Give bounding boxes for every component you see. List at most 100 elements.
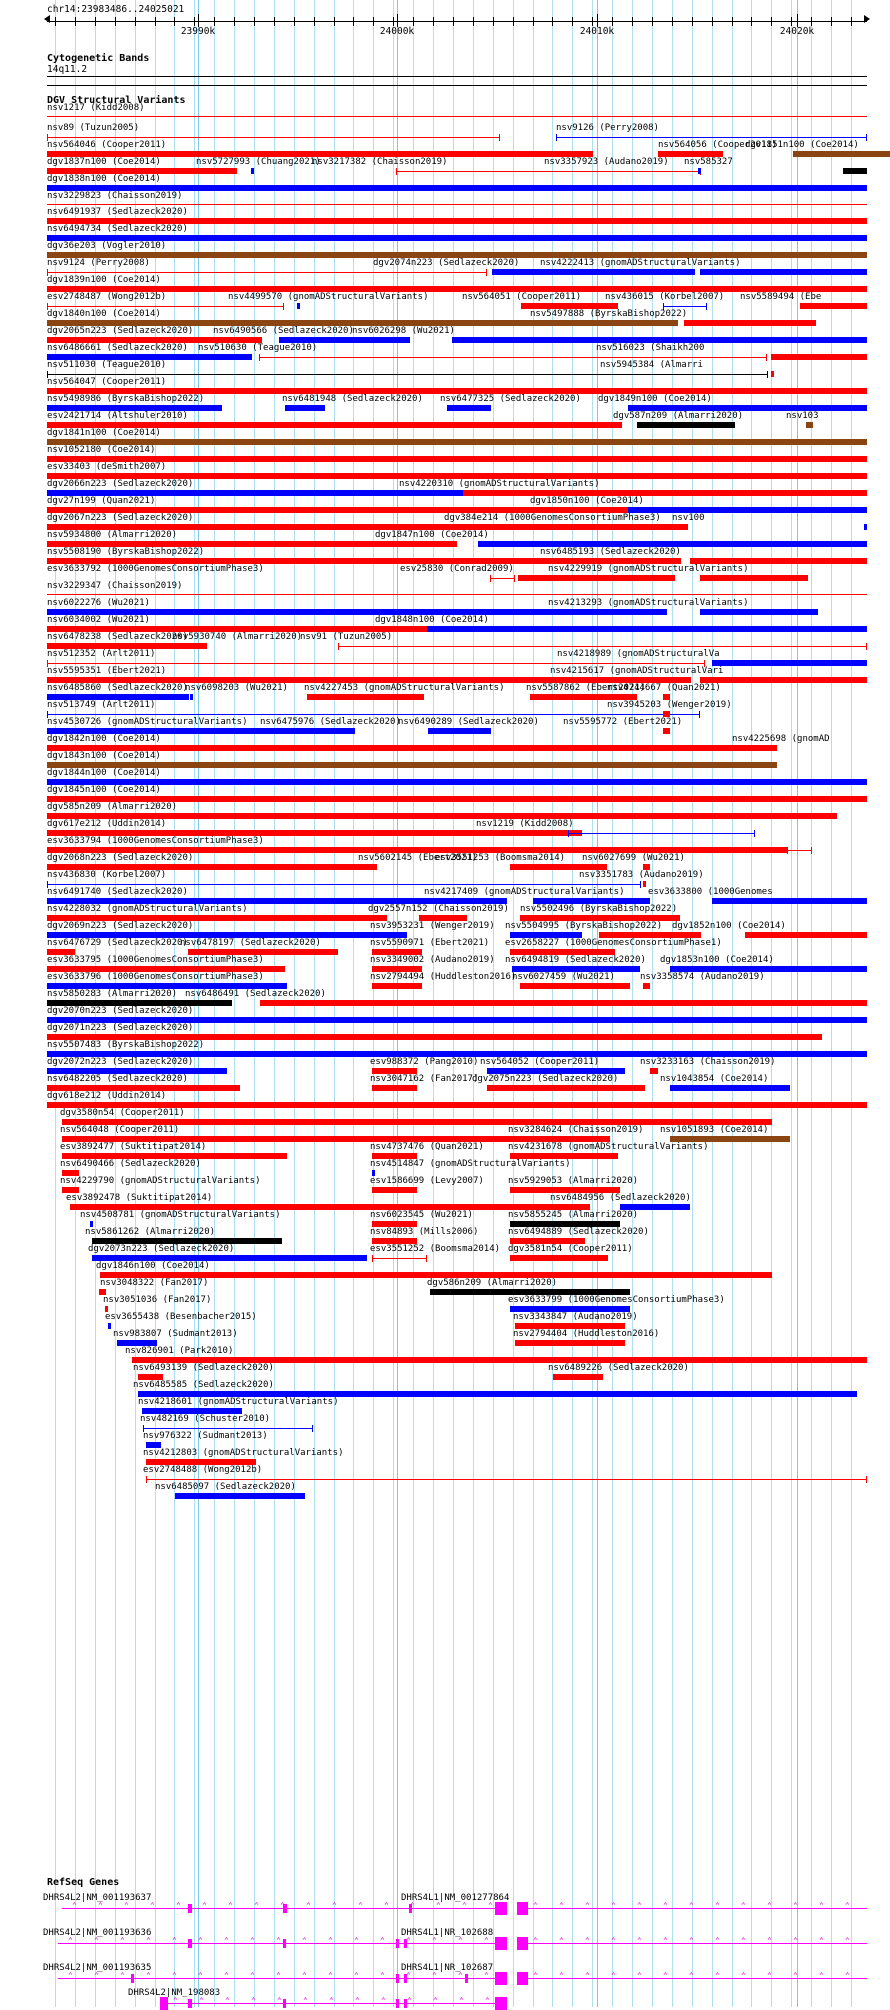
variant-bar[interactable] bbox=[670, 1136, 790, 1142]
gene-exon[interactable] bbox=[188, 1999, 192, 2008]
variant-bar[interactable] bbox=[372, 1170, 375, 1176]
gene-row[interactable]: DHRS4L2|NM_001193635 ⌃ ⌃ ⌃ ⌃ ⌃ ⌃ ⌃ ⌃ ⌃ ⌃ ⌃ ⌃ ⌃ ⌃ ⌃ ⌃ ⌃ bbox=[0, 1963, 890, 1985]
gene-exon[interactable] bbox=[160, 1997, 168, 2010]
variant-bar[interactable] bbox=[712, 660, 867, 666]
gene-exon[interactable] bbox=[404, 1999, 407, 2008]
variant-span[interactable] bbox=[47, 303, 284, 310]
variant-bar[interactable] bbox=[47, 558, 681, 564]
variant-bar[interactable] bbox=[62, 1119, 772, 1125]
variant-span[interactable] bbox=[143, 1425, 313, 1432]
variant-bar[interactable] bbox=[47, 354, 252, 360]
variant-bar[interactable] bbox=[47, 626, 454, 632]
variant-bar[interactable] bbox=[47, 185, 867, 191]
gene-exon[interactable] bbox=[495, 1902, 507, 1915]
variant-bar[interactable] bbox=[47, 594, 867, 595]
variant-bar[interactable] bbox=[47, 1068, 227, 1074]
variant-bar[interactable] bbox=[47, 151, 593, 157]
variant-bar[interactable] bbox=[530, 694, 637, 700]
variant-bar[interactable] bbox=[372, 1238, 417, 1244]
variant-bar[interactable] bbox=[360, 864, 369, 870]
variant-bar[interactable] bbox=[47, 507, 677, 513]
variant-bar[interactable] bbox=[47, 728, 295, 734]
gene-exon[interactable] bbox=[495, 1997, 507, 2010]
gene-exon[interactable] bbox=[517, 1902, 528, 1915]
variant-bar[interactable] bbox=[90, 1221, 93, 1227]
variant-bar[interactable] bbox=[279, 337, 410, 343]
variant-bar[interactable] bbox=[47, 1085, 240, 1091]
variant-bar[interactable] bbox=[670, 966, 867, 972]
gene-exon[interactable] bbox=[495, 1937, 507, 1950]
variant-bar[interactable] bbox=[700, 575, 808, 581]
variant-bar[interactable] bbox=[62, 1136, 552, 1142]
variant-bar[interactable] bbox=[47, 813, 837, 819]
variant-bar[interactable] bbox=[47, 541, 457, 547]
variant-bar[interactable] bbox=[188, 949, 338, 955]
variant-bar[interactable] bbox=[487, 1068, 625, 1074]
gene-exon[interactable] bbox=[404, 1939, 407, 1948]
variant-bar[interactable] bbox=[47, 168, 237, 174]
variant-bar[interactable] bbox=[510, 864, 607, 870]
variant-bar[interactable] bbox=[47, 677, 691, 683]
variant-bar[interactable] bbox=[142, 1408, 242, 1414]
variant-bar[interactable] bbox=[510, 1136, 610, 1142]
variant-bar[interactable] bbox=[62, 1187, 79, 1193]
variant-bar[interactable] bbox=[533, 898, 650, 904]
variant-bar[interactable] bbox=[47, 694, 189, 700]
variant-bar[interactable] bbox=[806, 422, 813, 428]
variant-span[interactable] bbox=[259, 354, 767, 361]
variant-bar[interactable] bbox=[771, 371, 774, 377]
variant-bar[interactable] bbox=[146, 1442, 161, 1448]
gene-row[interactable]: DHRS4L1|NR_102687 ⌃ ⌃ ⌃ ⌃ ⌃ ⌃ ⌃ ⌃ ⌃ ⌃ ⌃ ⌃ ⌃ bbox=[0, 1963, 890, 1985]
gene-exon[interactable] bbox=[131, 1974, 134, 1983]
variant-bar[interactable] bbox=[372, 1068, 417, 1074]
variant-span[interactable] bbox=[47, 881, 641, 888]
variant-bar[interactable] bbox=[62, 1170, 79, 1176]
variant-bar[interactable] bbox=[47, 915, 387, 921]
variant-span[interactable] bbox=[47, 134, 500, 141]
variant-bar[interactable] bbox=[47, 932, 407, 938]
gene-exon[interactable] bbox=[396, 1974, 399, 1983]
variant-bar[interactable] bbox=[510, 1255, 608, 1261]
gene-row[interactable]: DHRS4L2|NM_001193636 ⌃ ⌃ ⌃ ⌃ ⌃ ⌃ ⌃ ⌃ ⌃ ⌃ ⌃ ⌃ ⌃ ⌃ ⌃ ⌃ ⌃ bbox=[0, 1928, 890, 1950]
variant-span[interactable] bbox=[490, 575, 515, 582]
variant-bar[interactable] bbox=[47, 337, 262, 343]
variant-bar[interactable] bbox=[419, 915, 467, 921]
variant-bar[interactable] bbox=[430, 1289, 630, 1295]
variant-bar[interactable] bbox=[515, 1323, 625, 1329]
variant-bar[interactable] bbox=[47, 388, 867, 394]
variant-bar[interactable] bbox=[47, 745, 777, 751]
variant-bar[interactable] bbox=[47, 439, 867, 445]
gene-row[interactable]: DHRS4L1|NM_001277864 ⌃ ⌃ ⌃ ⌃ ⌃ ⌃ ⌃ ⌃ ⌃ ⌃ ⌃ ⌃ ⌃ bbox=[0, 1893, 890, 1915]
variant-bar[interactable] bbox=[643, 864, 650, 870]
variant-bar[interactable] bbox=[698, 168, 701, 174]
variant-span[interactable] bbox=[47, 711, 700, 718]
gene-exon[interactable] bbox=[517, 1972, 528, 1985]
variant-span[interactable] bbox=[556, 134, 867, 141]
variant-span[interactable] bbox=[47, 371, 768, 378]
variant-span[interactable] bbox=[787, 847, 812, 854]
variant-bar[interactable] bbox=[47, 405, 222, 411]
variant-bar[interactable] bbox=[47, 643, 207, 649]
variant-bar[interactable] bbox=[47, 949, 75, 955]
variant-bar[interactable] bbox=[700, 677, 867, 683]
variant-bar[interactable] bbox=[643, 983, 650, 989]
variant-bar[interactable] bbox=[510, 949, 615, 955]
variant-bar[interactable] bbox=[47, 204, 867, 205]
variant-bar[interactable] bbox=[251, 168, 254, 174]
gene-exon[interactable] bbox=[188, 1939, 192, 1948]
variant-bar[interactable] bbox=[372, 1085, 417, 1091]
variant-bar[interactable] bbox=[47, 1051, 867, 1057]
variant-bar[interactable] bbox=[285, 405, 325, 411]
variant-bar[interactable] bbox=[745, 932, 867, 938]
variant-bar[interactable] bbox=[628, 507, 867, 513]
variant-span[interactable] bbox=[338, 643, 867, 650]
variant-bar[interactable] bbox=[658, 151, 723, 157]
variant-bar[interactable] bbox=[70, 1204, 590, 1210]
variant-bar[interactable] bbox=[372, 1153, 417, 1159]
variant-bar[interactable] bbox=[663, 711, 670, 717]
gene-exon[interactable] bbox=[188, 1904, 192, 1913]
variant-bar[interactable] bbox=[599, 932, 701, 938]
variant-bar[interactable] bbox=[47, 983, 287, 989]
variant-bar[interactable] bbox=[372, 1187, 417, 1193]
variant-bar[interactable] bbox=[520, 983, 630, 989]
